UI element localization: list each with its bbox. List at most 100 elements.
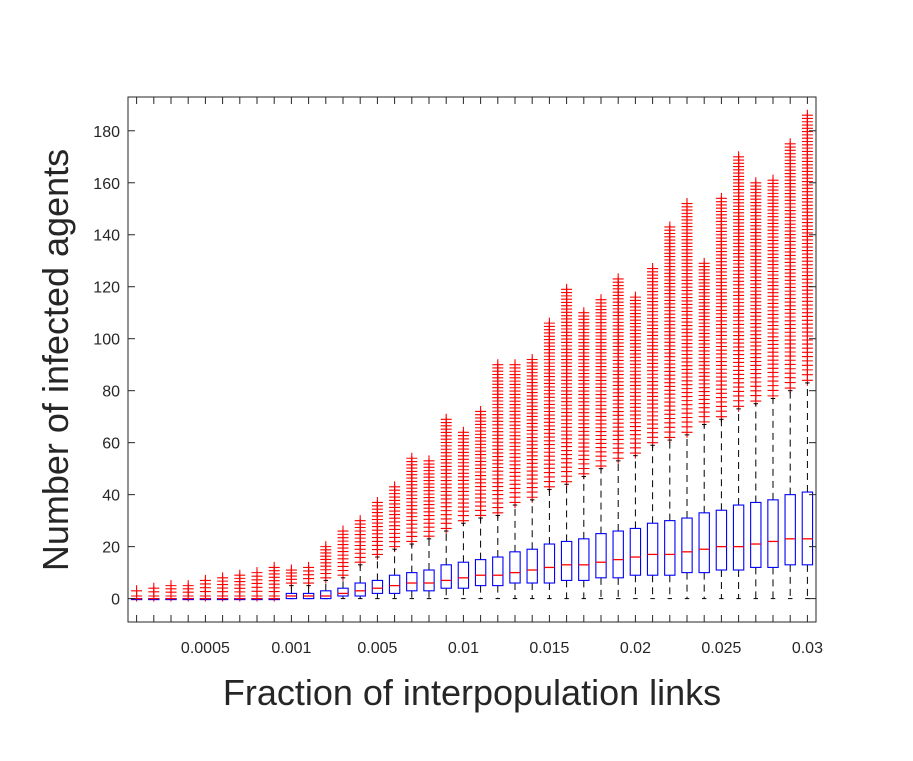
outlier-group: [698, 257, 710, 428]
outlier-group: [801, 109, 813, 386]
box: [715, 509, 728, 571]
outlier-point: [148, 582, 160, 594]
outlier-group: [423, 455, 435, 542]
outlier-point: [285, 564, 297, 576]
x-tick-label: 0.001: [271, 640, 311, 657]
outlier-group: [681, 198, 693, 438]
outlier-point: [509, 359, 521, 371]
outlier-group: [578, 307, 590, 480]
outlier-group: [612, 273, 624, 464]
y-tick-label: 0: [111, 592, 120, 609]
y-tick-label: 140: [93, 228, 120, 245]
outlier-group: [475, 405, 487, 521]
outlier-point: [578, 307, 590, 319]
box: [354, 582, 366, 597]
box: [664, 520, 676, 576]
outlier-group: [165, 580, 177, 602]
outlier-group: [268, 561, 280, 602]
box: [543, 543, 556, 584]
plot-frame: [127, 96, 817, 623]
outlier-point: [543, 317, 555, 329]
outlier-group: [750, 177, 762, 407]
outlier-point: [234, 569, 246, 581]
y-tick-label: 60: [102, 436, 120, 453]
outlier-group: [148, 582, 160, 602]
outlier-point: [303, 561, 315, 573]
box: [750, 501, 762, 568]
outlier-point: [440, 413, 452, 425]
x-tick-label: 0.0005: [181, 640, 230, 657]
outlier-group: [217, 572, 229, 602]
box: [509, 551, 521, 584]
outlier-group: [371, 496, 383, 560]
tick-label-layer: 0 20 40 60 80 100 120 140 160 180 0.0005 0.001 0.005…: [93, 124, 823, 657]
box: [612, 530, 624, 579]
outlier-group: [509, 359, 521, 508]
outlier-point: [784, 138, 796, 150]
box: [388, 574, 401, 594]
whisker-layer: [134, 382, 810, 600]
outlier-point: [629, 291, 641, 303]
outlier-group: [251, 567, 263, 602]
outlier-point: [165, 580, 177, 592]
outlier-point: [354, 515, 366, 527]
outlier-group: [389, 481, 401, 553]
x-tick-label: 0.03: [792, 640, 823, 657]
outlier-group: [647, 263, 659, 449]
y-tick-label: 80: [102, 384, 120, 401]
outlier-group: [440, 413, 452, 534]
outlier-point: [698, 257, 710, 269]
outlier-point: [801, 109, 813, 121]
box: [801, 491, 814, 566]
outlier-point: [526, 354, 538, 365]
x-tick-label: 0.02: [620, 640, 651, 657]
box: [578, 538, 590, 581]
box: [440, 564, 452, 589]
outlier-point: [647, 263, 659, 275]
outlier-group: [629, 291, 641, 459]
outlier-point: [131, 585, 143, 597]
outlier-point: [750, 177, 762, 189]
axes-layer: [127, 96, 817, 623]
outlier-point: [199, 574, 211, 586]
outlier-point: [423, 455, 435, 467]
outlier-point: [268, 561, 280, 573]
outlier-point: [612, 273, 624, 285]
outlier-point: [715, 192, 727, 204]
outlier-point: [217, 572, 229, 584]
x-axis-label: Fraction of interpopulation links: [223, 672, 721, 713]
box: [406, 572, 418, 592]
box: [474, 559, 487, 587]
y-axis-label: Number of infected agents: [35, 149, 76, 571]
outlier-group: [561, 283, 573, 488]
outlier-point: [320, 541, 332, 553]
outlier-group: [784, 138, 796, 394]
outlier-group: [664, 221, 676, 443]
outlier-group: [406, 452, 418, 547]
box: [423, 569, 435, 592]
outlier-point: [371, 496, 383, 508]
outlier-group: [285, 564, 297, 589]
outlier-group: [767, 174, 779, 402]
box: [320, 590, 332, 600]
outlier-point: [406, 452, 418, 464]
outlier-point: [389, 481, 401, 493]
box: [371, 579, 384, 594]
outlier-group: [337, 525, 349, 581]
box: [681, 517, 693, 574]
outlier-group: [543, 317, 555, 493]
box: [526, 548, 538, 584]
outlier-point: [733, 151, 745, 163]
outlier-group: [199, 574, 211, 602]
box: [698, 512, 710, 574]
outlier-group: [320, 541, 332, 584]
x-tick-label: 0.015: [529, 640, 569, 657]
outlier-group: [526, 354, 538, 503]
outlier-point: [337, 525, 349, 537]
outlier-point: [664, 221, 676, 233]
outlier-point: [681, 198, 693, 210]
box: [492, 556, 504, 587]
outlier-point: [492, 359, 504, 371]
outlier-group: [182, 580, 194, 602]
x-tick-label: 0.025: [701, 640, 741, 657]
